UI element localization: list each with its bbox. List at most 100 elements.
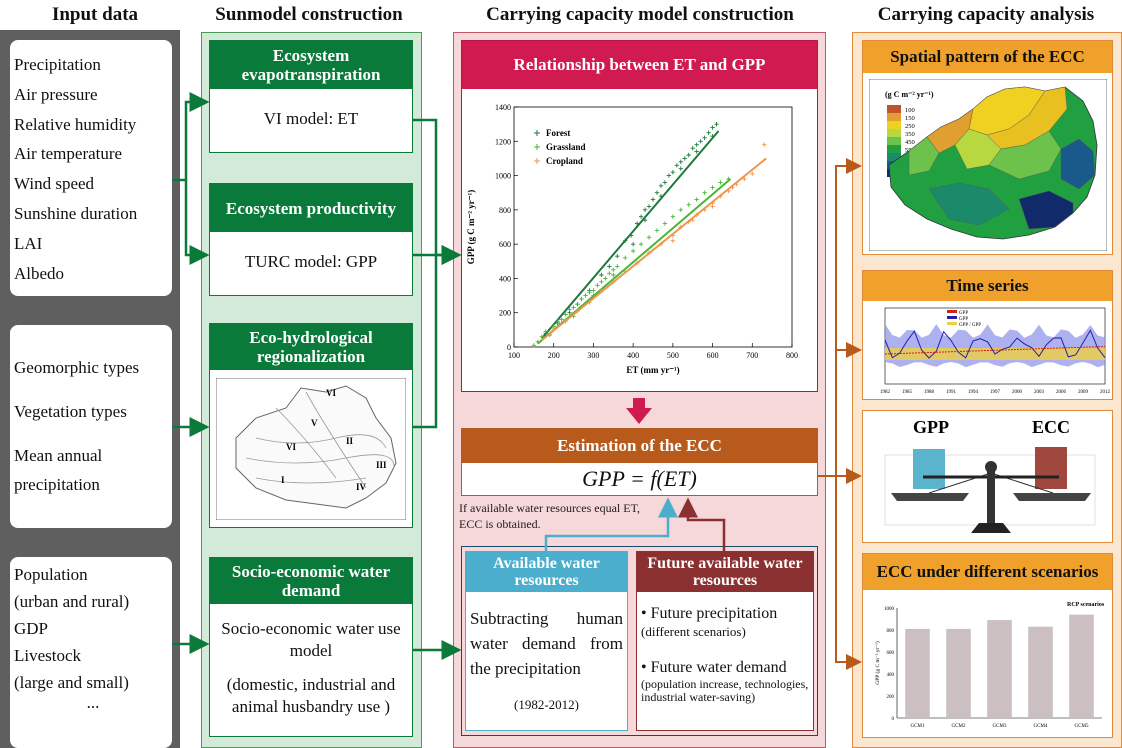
scatter-point-forest (662, 180, 668, 185)
scatter-point-grassland (662, 221, 668, 226)
scenario-box: ECC under different scenarios 0 200 400 600… (862, 553, 1113, 738)
ecc-formula: GPP = f(ET) (582, 466, 697, 491)
future-precip-note: (different scenarios) (641, 624, 746, 639)
input-item: Air temperature (14, 144, 123, 164)
y-tick-label: 200 (499, 309, 511, 318)
input-item: Mean annual (14, 445, 103, 465)
y-tick-label: 1200 (495, 137, 511, 146)
balance-scale-illustration: GPP ECC (884, 417, 1096, 533)
spatial-pattern-box: Spatial pattern of the ECC (g C m⁻² yr⁻¹… (862, 40, 1113, 255)
future-precip-item: • Future precipitation (641, 605, 778, 622)
scatter-point-forest (666, 173, 672, 178)
region-label-vi-west: VI (286, 442, 296, 452)
down-arrow-icon (626, 398, 652, 424)
scenario-tick-label: 400 (887, 673, 895, 678)
balance-pillar (987, 471, 995, 523)
y-tick-label: 1000 (495, 172, 511, 181)
time-tick-label: 1997 (990, 390, 1001, 395)
left-pan (891, 493, 969, 501)
scatter-point-grassland (543, 329, 548, 334)
scenario-category-label: GCM5 (1075, 724, 1089, 729)
scatter-point-grassland (615, 264, 620, 269)
scatter-point-grassland (595, 283, 600, 288)
scenario-title: ECC under different scenarios (863, 554, 1112, 590)
map-zone (928, 182, 1010, 226)
time-tick-label: 1988 (924, 390, 935, 395)
legend-value: 450 (905, 139, 915, 146)
water-demand-uses: (domestic, industrial and animal husband… (226, 675, 396, 716)
water-demand-model: Socio-economic water use model (221, 619, 401, 660)
estimation-title: Estimation of the ECC (462, 429, 817, 463)
scatter-plot-area (513, 106, 793, 348)
scatter-point-grassland (686, 202, 691, 207)
map-zone (988, 130, 1062, 180)
y-tick-label: 0 (507, 343, 511, 352)
time-tick-label: 2012 (1100, 390, 1110, 395)
balance-gpp-label: GPP (913, 417, 949, 437)
future-water-box: Future available water resources • Futur… (636, 551, 814, 731)
scatter-point-grassland (587, 289, 592, 295)
legend-marker (534, 130, 540, 136)
y-tick-label: 1400 (495, 103, 511, 112)
map-zone (1018, 190, 1074, 230)
scatter-point-grassland (710, 185, 715, 190)
legend-swatch (887, 113, 901, 121)
column-title-submodel: Sunmodel construction (215, 4, 403, 25)
x-tick-label: 700 (746, 351, 758, 360)
scatter-point-grassland (579, 296, 584, 302)
scatter-point-grassland (539, 334, 544, 339)
scatter-point-grassland (611, 272, 616, 278)
input-item: Population (14, 565, 88, 584)
scenario-bar (987, 620, 1012, 718)
scatter-point-forest (650, 197, 656, 202)
scatter-point-grassland (694, 197, 699, 202)
ecc-spatial-map: (g C m⁻² yr⁻¹)10015025035045055065075090… (869, 79, 1107, 251)
et-submodel-title: Ecosystem evapotranspiration (210, 41, 412, 89)
y-tick-label: 400 (499, 274, 511, 283)
et-submodel-box: Ecosystem evapotranspiration VI model: E… (209, 40, 413, 153)
legend-value: 100 (905, 107, 915, 114)
time-tick-label: 2009 (1078, 390, 1089, 395)
input-item: Albedo (14, 263, 65, 283)
map-zone (908, 136, 940, 176)
x-tick-label: 800 (786, 351, 798, 360)
scatter-point-forest (642, 207, 648, 213)
fit-line-forest (541, 130, 720, 340)
legend-value: 150 (905, 115, 915, 122)
input-item: Air pressure (14, 84, 98, 104)
time-series-chart: 1982 1985 1988 1991 1994 1997 2000 2003 2006 2009… (880, 307, 1110, 395)
input-item: Vegetation types (14, 401, 127, 421)
future-precip-label: Future precipitation (650, 605, 778, 622)
gpp-submodel-box: Ecosystem productivity TURC model: GPP (209, 183, 413, 296)
legend-value: 350 (905, 131, 915, 138)
scatter-point-grassland (559, 317, 564, 322)
legend-label-grassland: Grassland (546, 142, 586, 152)
scenario-tick-label: 200 (887, 695, 895, 700)
region-label-v: V (311, 418, 318, 428)
x-tick-label: 500 (667, 351, 679, 360)
scatter-point-grassland (575, 301, 580, 307)
time-tick-label: 2003 (1034, 390, 1045, 395)
available-water-years: (1982-2012) (514, 697, 579, 712)
available-water-box: Available water resources Subtracting hu… (465, 551, 628, 731)
column-title-capacity-analysis: Carrying capacity analysis (877, 4, 1095, 25)
future-demand-label: Future water demand (650, 659, 787, 676)
scatter-point-grassland (654, 228, 660, 233)
scatter-point-forest (690, 145, 695, 151)
scatter-point-forest (599, 272, 604, 278)
scenario-bar (1069, 614, 1094, 718)
scatter-point-grassland (583, 293, 588, 298)
region-label-ii: II (346, 436, 354, 446)
scatter-point-forest (678, 159, 683, 165)
legend-swatch (887, 145, 901, 153)
available-water-title: Available water resources (466, 552, 627, 592)
time-legend-label: GPP / GPP (959, 323, 981, 328)
scatter-point-grassland (563, 312, 568, 317)
y-axis-label: GPP (g C m⁻² yr⁻¹) (466, 190, 476, 264)
et-submodel-body: VI model: ET (263, 109, 359, 128)
x-tick-label: 300 (587, 351, 599, 360)
scatter-point-grassland (555, 319, 560, 324)
scenario-bar-chart: 0 200 400 600 800 1000 GPP (g C m⁻² yr⁻¹) RCP s… (874, 602, 1105, 729)
scatter-point-grassland (591, 288, 596, 293)
scatter-point-cropland (710, 204, 715, 209)
